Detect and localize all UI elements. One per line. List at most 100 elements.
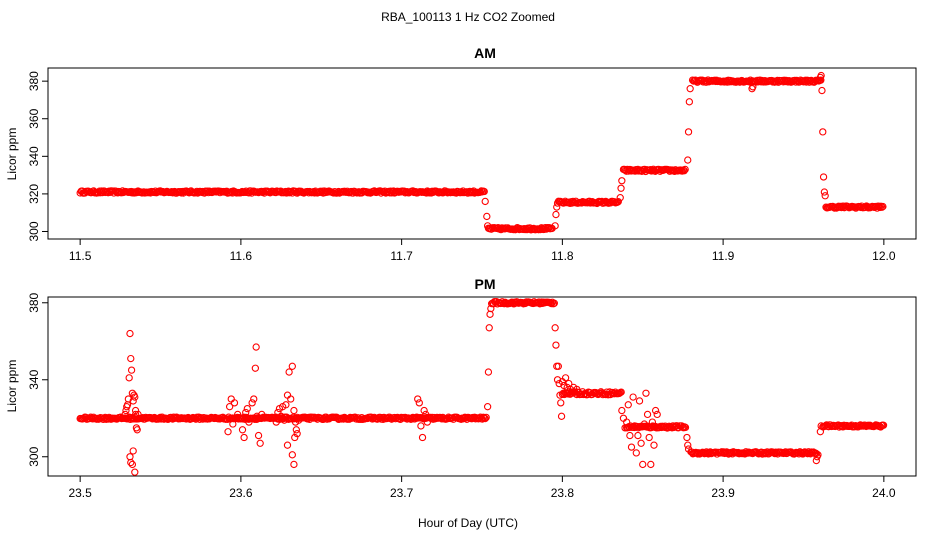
pm-data-point	[650, 441, 658, 449]
pm-data-point	[252, 343, 260, 351]
am-data-point	[618, 177, 626, 185]
pm-data-point	[422, 410, 430, 419]
am-y-tick-label: 320	[27, 184, 41, 204]
pm-data-point	[817, 422, 825, 430]
pm-data-point	[134, 410, 142, 419]
pm-panel-title: PM	[475, 276, 496, 292]
am-data-point	[553, 203, 561, 211]
am-data-point	[681, 165, 689, 174]
pm-data-point	[238, 426, 247, 434]
am-panel: AM Licor ppm 11.5 11.6 11.7 11.8 11.9 12.0 30…	[5, 45, 917, 263]
am-data-point	[483, 222, 492, 230]
am-data-point	[551, 222, 559, 230]
pm-data-point	[487, 304, 495, 313]
am-data-point	[686, 85, 694, 93]
pm-data-point	[639, 460, 647, 469]
pm-data-point	[230, 399, 239, 407]
pm-data-point	[420, 406, 428, 415]
pm-data-point	[552, 341, 560, 349]
pm-data-point	[634, 431, 642, 440]
pm-data-point	[642, 389, 650, 397]
pm-data-point	[623, 418, 631, 426]
pm-data-point	[643, 410, 652, 419]
pm-data-point	[290, 406, 298, 415]
pm-data-point	[272, 418, 280, 426]
pm-data-point	[292, 426, 300, 434]
pm-data-point	[127, 354, 135, 363]
pm-data-point	[288, 451, 296, 459]
pm-data-point	[287, 395, 295, 403]
pm-y-axis-label: Licor ppm	[5, 360, 19, 413]
am-data-point	[819, 173, 828, 181]
am-y-tick-label: 300	[27, 221, 41, 241]
am-panel-title: AM	[474, 45, 496, 61]
pm-data-point	[554, 362, 562, 370]
pm-data-point	[647, 460, 655, 469]
pm-data-point	[418, 433, 427, 442]
pm-data-point	[133, 426, 141, 434]
am-data-point	[879, 202, 887, 211]
pm-data-points	[76, 297, 888, 476]
pm-data-point	[283, 441, 292, 449]
pm-data-point	[417, 422, 425, 430]
pm-data-point	[615, 389, 623, 398]
pm-data-point	[423, 418, 431, 426]
pm-data-point	[225, 403, 234, 411]
am-plot-frame	[47, 67, 917, 240]
pm-data-point	[121, 410, 129, 419]
am-data-point	[821, 192, 829, 200]
pm-data-point	[645, 433, 653, 442]
pm-data-point	[122, 406, 130, 415]
am-data-point	[617, 184, 625, 192]
pm-data-point	[129, 447, 137, 455]
pm-x-ticks: 23.5 23.6 23.7 23.8 23.9 24.0	[68, 475, 896, 500]
pm-data-point	[626, 431, 634, 440]
pm-data-point	[280, 416, 288, 424]
pm-data-point	[684, 441, 692, 449]
pm-data-point	[653, 410, 661, 419]
pm-data-point	[295, 416, 303, 424]
pm-data-point	[128, 460, 137, 469]
pm-data-point	[879, 421, 888, 429]
pm-data-point	[291, 433, 299, 442]
pm-data-point	[482, 413, 490, 422]
pm-x-tick-label: 23.9	[711, 486, 735, 500]
pm-y-tick-label: 380	[27, 292, 41, 312]
pm-data-point	[250, 395, 258, 403]
am-data-point	[820, 188, 829, 196]
pm-data-point	[648, 418, 657, 426]
am-data-point	[483, 212, 491, 221]
pm-data-point	[681, 423, 690, 432]
pm-data-point	[288, 362, 296, 370]
pm-data-point	[683, 433, 691, 442]
pm-data-point	[624, 401, 632, 409]
pm-data-point	[684, 445, 693, 453]
pm-data-point	[573, 385, 581, 394]
am-data-point	[817, 71, 825, 80]
pm-data-point	[415, 399, 423, 407]
pm-data-point	[557, 412, 566, 420]
pm-data-point	[126, 453, 134, 461]
pm-data-point	[484, 368, 493, 376]
pm-data-point	[282, 401, 290, 409]
am-y-ticks: 300 320 340 360 380	[27, 71, 48, 241]
am-y-tick-label: 340	[27, 146, 41, 166]
am-x-tick-label: 11.6	[230, 249, 253, 263]
am-data-point	[749, 83, 757, 91]
pm-data-point	[127, 458, 135, 467]
am-data-point	[481, 197, 489, 206]
pm-data-point	[414, 395, 422, 403]
pm-data-point	[253, 412, 261, 420]
pm-data-point	[131, 468, 139, 476]
am-y-axis-label: Licor ppm	[5, 128, 19, 181]
pm-data-point	[483, 403, 492, 411]
pm-data-point	[617, 388, 625, 396]
am-x-ticks: 11.5 11.6 11.7 11.8 11.9 12.0	[69, 238, 896, 263]
pm-data-point	[237, 414, 245, 422]
pm-data-point	[640, 420, 648, 428]
pm-data-point	[128, 389, 137, 397]
pm-data-point	[293, 430, 301, 438]
pm-x-tick-label: 23.6	[229, 486, 253, 500]
pm-panel: PM Licor ppm 23.5 23.6 23.7 23.8 23.9 24.0 30…	[5, 276, 917, 500]
